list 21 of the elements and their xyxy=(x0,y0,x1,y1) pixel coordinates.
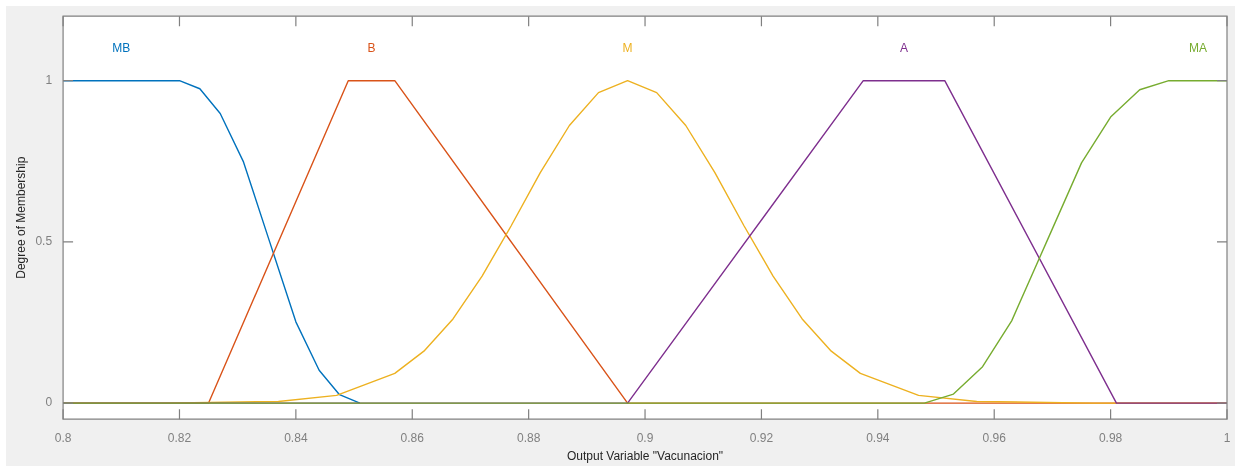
y-axis-title: Degree of Membership xyxy=(13,156,28,279)
x-tick-label: 0.86 xyxy=(400,430,425,445)
x-tick-label: 0.88 xyxy=(516,430,541,445)
x-tick-label: 0.8 xyxy=(54,430,72,445)
x-tick-label: 0.9 xyxy=(636,430,654,445)
y-tick-label: 1 xyxy=(45,72,53,87)
x-tick-label: 0.96 xyxy=(982,430,1007,445)
text: M xyxy=(622,40,633,55)
text: A xyxy=(900,40,909,55)
x-tick-label: 0.82 xyxy=(167,430,192,445)
x-tick-label: 0.98 xyxy=(1098,430,1123,445)
y-tick-label: 0 xyxy=(45,395,53,410)
x-tick-label: 1 xyxy=(1223,430,1231,445)
x-tick-label: 0.84 xyxy=(284,430,308,445)
x-tick-label: 0.94 xyxy=(866,430,890,445)
text: MB xyxy=(112,40,131,55)
text: MA xyxy=(1188,40,1207,55)
text: B xyxy=(367,40,376,55)
y-tick-label: 0.5 xyxy=(35,234,53,249)
x-tick-label: 0.92 xyxy=(749,430,774,445)
x-axis-title: Output Variable "Vacunacion" xyxy=(566,449,724,464)
